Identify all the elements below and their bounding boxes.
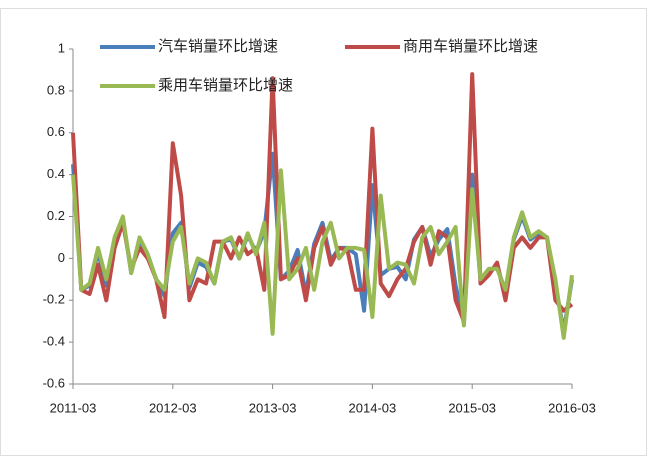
y-tick-label: 0.2: [47, 208, 65, 223]
frame: [0, 8, 647, 456]
series-line: [71, 168, 574, 340]
y-tick-label: 0: [58, 250, 65, 265]
legend-label: 汽车销量环比增速: [158, 38, 278, 55]
y-tick-label: -0.6: [43, 375, 65, 390]
y-tick-label: -0.2: [43, 292, 65, 307]
y-tick-label: -0.4: [43, 334, 65, 349]
y-tick-label: 1: [58, 40, 65, 55]
y-tick-label: 0.8: [47, 82, 65, 97]
x-tick-label: 2014-03: [349, 400, 397, 415]
legend-label: 乘用车销量环比增速: [158, 77, 293, 94]
legend-label: 商用车销量环比增速: [403, 38, 538, 55]
x-tick-label: 2011-03: [50, 400, 97, 415]
x-tick-label: 2016-03: [548, 400, 596, 415]
x-tick-label: 2015-03: [448, 400, 496, 415]
series-line: [71, 72, 574, 324]
x-tick-label: 2012-03: [149, 400, 197, 415]
y-tick-label: 0.6: [47, 124, 65, 139]
x-tick-label: 2013-03: [249, 400, 297, 415]
y-tick-label: 0.4: [47, 166, 65, 181]
